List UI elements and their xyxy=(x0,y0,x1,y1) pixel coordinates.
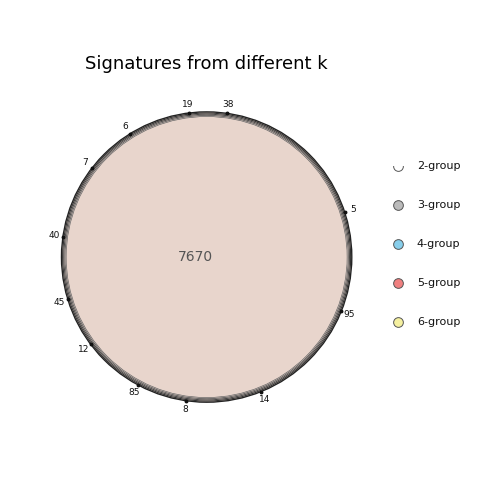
Text: 40: 40 xyxy=(48,231,60,240)
Circle shape xyxy=(61,112,352,402)
Text: 7: 7 xyxy=(83,158,88,167)
Text: 6-group: 6-group xyxy=(417,317,460,327)
Text: 3-group: 3-group xyxy=(417,200,460,210)
Text: 5: 5 xyxy=(350,205,356,214)
Text: 12: 12 xyxy=(78,345,89,354)
Text: 45: 45 xyxy=(54,297,65,306)
Text: 85: 85 xyxy=(129,389,140,397)
Title: Signatures from different k: Signatures from different k xyxy=(85,55,328,73)
Text: 14: 14 xyxy=(259,395,270,404)
Text: 19: 19 xyxy=(182,100,194,109)
Text: 7670: 7670 xyxy=(177,250,213,264)
Text: 95: 95 xyxy=(344,310,355,319)
Text: 5-group: 5-group xyxy=(417,278,460,288)
Text: 2-group: 2-group xyxy=(417,161,461,171)
Text: 6: 6 xyxy=(122,122,128,131)
Text: 38: 38 xyxy=(222,100,234,109)
Text: 8: 8 xyxy=(182,405,188,414)
Text: 4-group: 4-group xyxy=(417,239,461,249)
